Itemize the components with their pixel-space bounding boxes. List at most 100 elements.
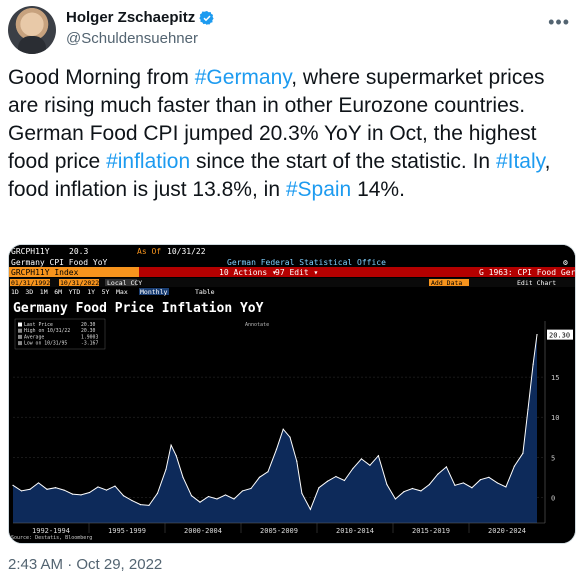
data-point: [309, 508, 312, 510]
chart-legend: Last Price 20.30 High on 10/31/22 20.30 Aver…: [18, 322, 98, 347]
data-point: [352, 467, 354, 470]
asof-date: 10/31/22: [167, 247, 206, 256]
period-button[interactable]: 5Y: [102, 288, 110, 296]
data-point: [282, 428, 284, 430]
data-point: [527, 408, 529, 410]
plot-area: 0 5 10 15 20.30 1992-1994 1995-1999 2000-2004 20…: [12, 321, 573, 535]
data-point: [289, 436, 291, 438]
period-button[interactable]: 1D: [11, 288, 19, 296]
legend-label: High on 10/31/22: [24, 328, 70, 334]
more-options-icon[interactable]: •••: [548, 12, 570, 32]
data-point: [462, 482, 465, 484]
author-name[interactable]: Holger Zschaepitz: [66, 9, 196, 26]
data-point: [139, 503, 142, 506]
data-point: [394, 498, 397, 500]
data-point: [369, 464, 371, 466]
date-to[interactable]: 10/31/2022: [60, 279, 99, 287]
tweet-media-image[interactable]: GRCPH11Y 20.3 As Of 10/31/22 Germany CPI…: [8, 244, 576, 544]
data-point: [403, 491, 405, 493]
data-point: [536, 334, 538, 336]
date-from[interactable]: 01/31/1992: [11, 279, 50, 287]
data-point: [488, 476, 490, 478]
tweet-timestamp[interactable]: 2:43 AM · Oct 29, 2022: [8, 556, 163, 573]
hashtag-link[interactable]: #inflation: [106, 150, 191, 173]
data-point: [148, 504, 150, 506]
period-button[interactable]: 1Y: [87, 288, 95, 296]
settings-icon[interactable]: ⚙: [563, 258, 568, 267]
data-point: [199, 501, 201, 503]
ticker: GRCPH11Y: [11, 247, 50, 256]
last-value-badge: [547, 329, 573, 340]
x-tick-label: 2020-2024: [488, 527, 526, 535]
tweet-header: Holger Zschaepitz @Schuldensuehner •••: [8, 6, 576, 58]
data-point: [175, 455, 177, 457]
data-point: [241, 490, 244, 492]
data-point: [80, 494, 82, 496]
tweet-text-span: , where supermarket prices are rising mu…: [8, 66, 545, 173]
data-point: [170, 444, 172, 446]
data-point: [224, 494, 227, 496]
data-point: [301, 492, 303, 494]
data-point: [437, 473, 439, 475]
verified-badge-icon: [199, 10, 214, 25]
legend-swatch: [18, 334, 22, 339]
period-button[interactable]: 3D: [25, 288, 33, 296]
data-point: [275, 448, 278, 450]
hashtag-link[interactable]: #Germany: [194, 66, 292, 89]
author-name-row[interactable]: Holger Zschaepitz: [66, 9, 215, 26]
annotate-button[interactable]: Annotate: [245, 322, 269, 328]
data-point: [522, 452, 524, 454]
tweet-text: Good Morning from #Germany, where superm…: [8, 64, 574, 204]
source-header: German Federal Statistical Office: [227, 258, 386, 267]
period-button[interactable]: 6M: [54, 288, 62, 296]
edit-chart-button[interactable]: Edit Chart: [517, 279, 556, 287]
data-point: [318, 487, 320, 489]
table-button[interactable]: Table: [195, 288, 215, 296]
actions-menu[interactable]: 10 Actions ▾: [219, 268, 277, 277]
data-point: [207, 495, 210, 498]
x-tick-label: 2005-2009: [260, 527, 298, 535]
legend-value: 20.30: [81, 322, 96, 328]
data-point: [296, 460, 298, 462]
bloomberg-chart: GRCPH11Y 20.3 As Of 10/31/22 Germany CPI…: [9, 245, 575, 543]
index-label: GRCPH11Y Index: [11, 268, 79, 277]
data-point: [454, 484, 456, 486]
legend-value: 1.9003: [81, 334, 98, 340]
frequency-select[interactable]: Monthly: [140, 288, 167, 296]
currency-select[interactable]: Local CCY: [107, 279, 142, 287]
data-point: [513, 465, 516, 467]
hashtag-link[interactable]: #Italy: [495, 150, 545, 173]
avatar[interactable]: [8, 6, 56, 54]
series-area: [13, 334, 538, 523]
data-point: [63, 489, 65, 491]
data-point: [29, 488, 31, 490]
data-point: [532, 363, 534, 365]
tweet-text-span: since the start of the statistic. In: [190, 150, 496, 173]
data-point: [258, 476, 261, 478]
data-point: [114, 485, 116, 487]
author-handle[interactable]: @Schuldensuehner: [66, 30, 198, 47]
edit-menu[interactable]: 97 Edit ▾: [275, 268, 318, 277]
add-data-button[interactable]: Add Data: [431, 279, 462, 287]
hashtag-link[interactable]: #Spain: [285, 178, 352, 201]
legend-swatch: [18, 322, 22, 327]
legend-swatch: [18, 341, 22, 346]
data-point: [165, 468, 167, 470]
source-note: Source: Destatis, Bloomberg: [11, 535, 92, 541]
y-tick-label: 0: [551, 494, 555, 502]
last-value: 20.3: [69, 247, 88, 256]
period-button[interactable]: Max: [116, 288, 128, 296]
data-point: [445, 466, 448, 468]
data-point: [131, 499, 133, 502]
data-point: [71, 493, 74, 495]
data-point: [250, 487, 252, 490]
chart-title: Germany Food Price Inflation YoY: [13, 301, 264, 316]
data-point: [420, 490, 422, 492]
data-point: [386, 483, 388, 486]
legend-label: Last Price: [24, 322, 53, 328]
period-button[interactable]: YTD: [69, 288, 81, 296]
x-tick-label: 1995-1999: [108, 527, 146, 535]
series-line: [12, 334, 538, 511]
period-button[interactable]: 1M: [40, 288, 48, 296]
period-buttons: 1D 3D 1M 6M YTD 1Y 5Y Max: [11, 288, 128, 296]
